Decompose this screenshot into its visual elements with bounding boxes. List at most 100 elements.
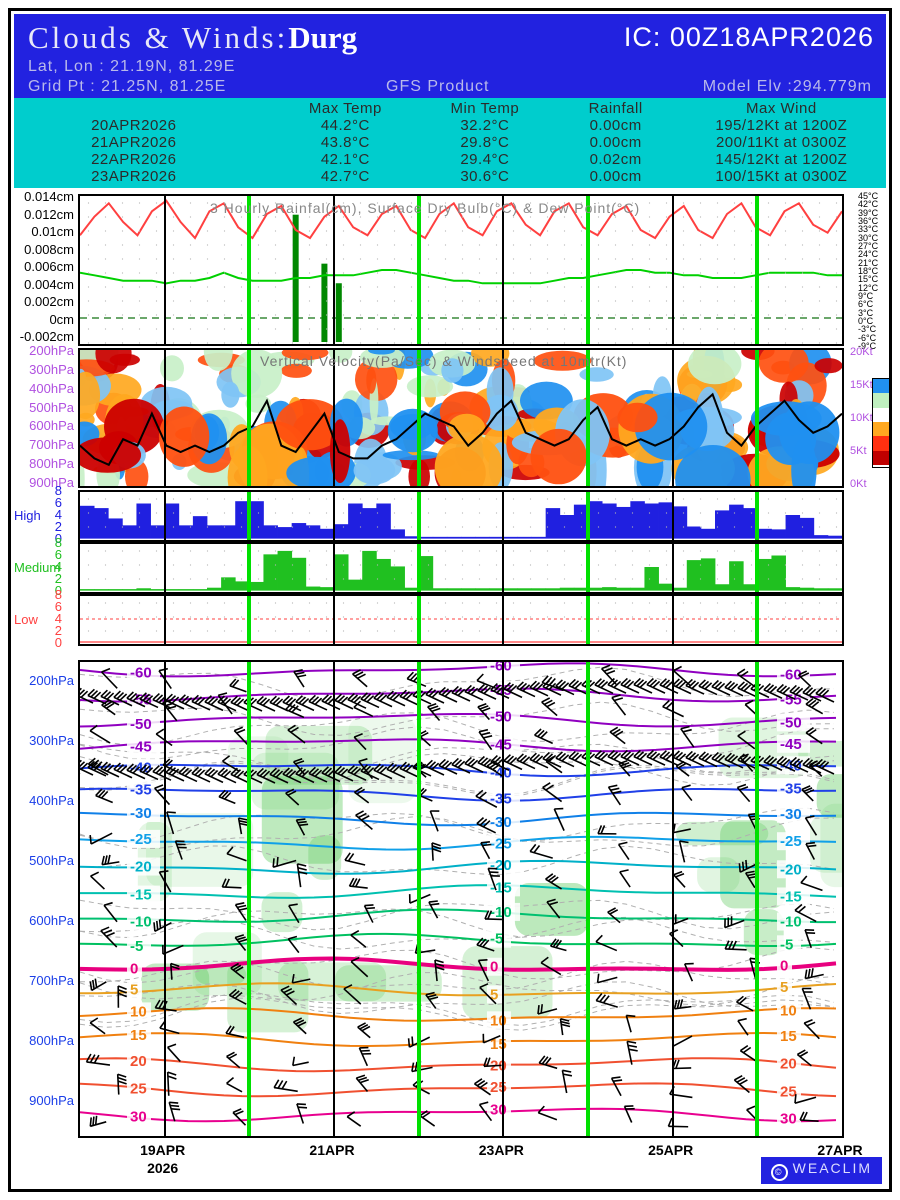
cell-max_wind: 100/15Kt at 0300Z (715, 168, 848, 185)
svg-text:10: 10 (780, 1002, 797, 1019)
svg-text:5: 5 (780, 979, 788, 996)
vv-pressure-label: 800hPa (29, 456, 74, 472)
cell-rainfall: 0.00cm (589, 168, 642, 185)
day-separator (671, 662, 674, 1136)
rain-axis-label: 0cm (49, 311, 74, 327)
cell-max_wind: 145/12Kt at 1200Z (715, 151, 848, 168)
cell-max_wind: 195/12Kt at 1200Z (715, 117, 848, 134)
wind-scale-legend (872, 378, 890, 468)
vv-pressure-label: 900hPa (29, 475, 74, 490)
vv-pressure-label: 600hPa (29, 418, 74, 434)
day-separator (163, 492, 166, 540)
main-pressure-label: 800hPa (29, 1033, 74, 1048)
col-maxwind-header: Max Wind (746, 100, 817, 117)
wind-legend-segment (873, 436, 889, 451)
day-separator (671, 350, 674, 486)
day-separator (163, 196, 166, 344)
temperature-axis-label: 15°C (858, 274, 879, 285)
rainfall-temperature-panel: 3 Hourly Rainfal(cm), Surface Dry Bulb(°… (78, 194, 844, 346)
x-axis-label: 21APR (309, 1142, 355, 1158)
x-axis-label: 19APR (140, 1142, 186, 1158)
vv-pressure-label: 300hPa (29, 361, 74, 377)
day-separator-green (755, 196, 760, 344)
cell-max_temp: 43.8°C (320, 134, 370, 151)
svg-text:-30: -30 (490, 814, 512, 831)
svg-text:-25: -25 (490, 836, 512, 853)
upper-air-panel: -60-60-60-55-55-55-50-50-50-45-45-45-40-… (78, 660, 844, 1138)
temperature-axis-label: 3°C (858, 307, 874, 318)
day-separator (502, 350, 505, 486)
day-separator-green (755, 350, 760, 486)
table-header-row: Max Temp Min Temp Rainfall Max Wind (14, 98, 886, 117)
copyright-icon: © (770, 1164, 788, 1181)
svg-text:-25: -25 (780, 833, 802, 850)
svg-text:-15: -15 (490, 879, 512, 896)
model-elevation-label: Model Elv :294.779m (702, 78, 872, 95)
temperature-axis-label: 0°C (858, 316, 874, 326)
day-separator (163, 544, 166, 592)
day-separator-green (755, 662, 760, 1136)
cell-rainfall: 0.02cm (589, 151, 642, 168)
initial-condition-label: IC: 00Z18APR2026 (623, 22, 874, 52)
svg-text:5: 5 (490, 986, 498, 1003)
day-separator-green (416, 596, 421, 644)
svg-text:-50: -50 (490, 709, 512, 726)
svg-text:-35: -35 (780, 780, 802, 797)
cell-max_temp: 44.2°C (320, 117, 370, 134)
svg-text:-35: -35 (130, 781, 152, 798)
table-row: 22APR2026 42.1°C 29.4°C 0.02cm 145/12Kt at 1… (14, 151, 886, 168)
svg-text:20: 20 (780, 1055, 797, 1072)
svg-text:15: 15 (780, 1028, 797, 1045)
svg-text:-60: -60 (490, 662, 512, 674)
wind-scale-label: 0Kt (850, 478, 867, 490)
wind-legend-segment (873, 393, 889, 408)
day-separator-green (247, 596, 252, 644)
svg-text:-60: -60 (130, 665, 152, 682)
high-cloud-panel (78, 490, 844, 542)
cell-date: 20APR2026 (91, 117, 177, 134)
table-row: 20APR2026 44.2°C 32.2°C 0.00cm 195/12Kt at 1… (14, 117, 886, 134)
rain-axis-label: -0.002cm (19, 329, 74, 344)
x-axis: 19APR 2026 21APR 23APR 25APR 27APR (78, 1140, 862, 1186)
day-separator-green (755, 596, 760, 644)
svg-text:-10: -10 (130, 913, 152, 930)
day-separator (333, 596, 335, 644)
rain-dot-grid (80, 196, 842, 344)
main-pressure-label: 700hPa (29, 973, 74, 988)
main-pressure-label: 400hPa (29, 793, 74, 808)
day-separator (333, 196, 335, 344)
svg-text:-45: -45 (780, 736, 802, 753)
temperature-axis-label: 36°C (858, 216, 879, 226)
cell-date: 21APR2026 (91, 134, 177, 151)
rain-axis-label: 0.012cm (24, 206, 74, 222)
low-cloud-dot-grid (80, 596, 842, 644)
day-separator-green (586, 196, 590, 344)
weaclim-logo: © WEACLIM (760, 1157, 882, 1184)
header-banner: Clouds & Winds:Durg IC: 00Z18APR2026 Lat… (14, 14, 886, 98)
wind-scale-label: 20Kt (850, 346, 873, 358)
svg-text:-60: -60 (780, 666, 802, 683)
page-title: Clouds & Winds:Durg (28, 20, 357, 56)
svg-text:-25: -25 (130, 831, 152, 848)
day-separator-green (755, 544, 760, 592)
svg-text:-45: -45 (130, 738, 152, 755)
temperature-axis-label: 33°C (858, 224, 879, 235)
wind-scale-label: 15Kt (850, 379, 873, 391)
svg-text:25: 25 (780, 1083, 797, 1100)
temperature-axis-label: -6°C (858, 332, 877, 343)
day-separator-green (416, 544, 421, 592)
x-axis-label: 27APR (817, 1142, 863, 1158)
wind-legend-segment (873, 379, 889, 394)
vv-pressure-label: 700hPa (29, 437, 74, 453)
medium-cloud-dot-grid (80, 544, 842, 592)
svg-text:20: 20 (130, 1053, 147, 1070)
day-separator-green (586, 662, 590, 1136)
rain-panel-title: 3 Hourly Rainfal(cm), Surface Dry Bulb(°… (210, 200, 641, 216)
day-separator-green (586, 596, 590, 644)
svg-text:0: 0 (490, 959, 498, 976)
day-separator-green (247, 544, 252, 592)
product-label: GFS Product (386, 78, 490, 95)
cell-min_temp: 29.4°C (460, 151, 510, 168)
day-separator-green (586, 492, 590, 540)
table-row: 21APR2026 43.8°C 29.8°C 0.00cm 200/11Kt at 0… (14, 134, 886, 151)
